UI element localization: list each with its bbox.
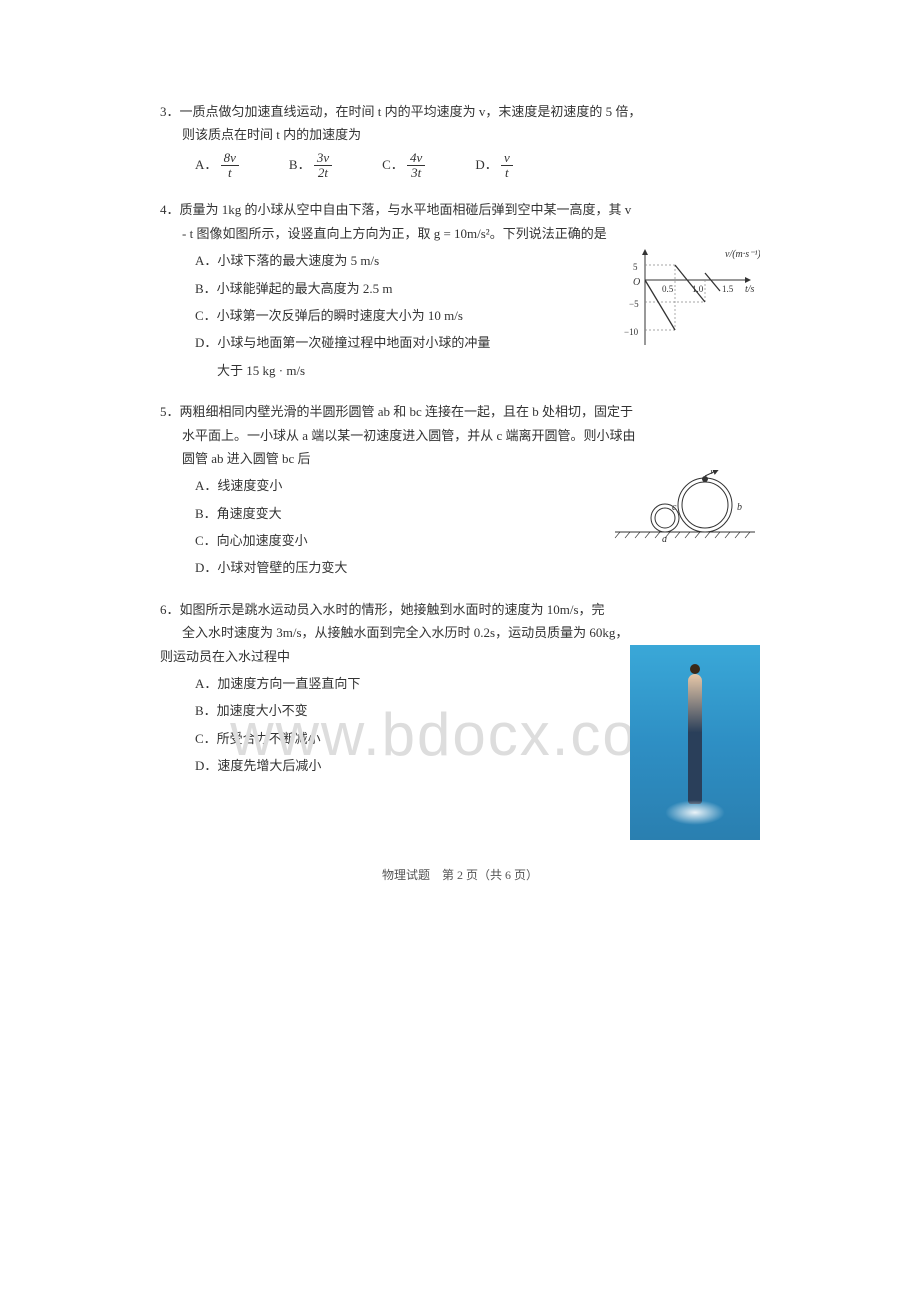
q4-vt-graph: v/(m·s⁻¹) t/s O 5 −5 −10 0.5 1.0 1.5 [620,245,760,355]
q6-line2: 全入水时速度为 3m/s，从接触水面到完全入水历时 0.2s，运动员质量为 60… [160,621,760,644]
svg-text:1.5: 1.5 [722,284,734,294]
q5-option-c: C．向心加速度变小 [195,529,595,552]
q5-line2: 水平面上。一小球从 a 端以某一初速度进入圆管，并从 c 端离开圆管。则小球由 [160,424,760,447]
q3-a-label: A． [195,157,217,172]
q4-origin: O [633,277,640,288]
svg-text:v: v [710,470,715,477]
q4-ylabel: v/(m·s⁻¹) [725,249,760,260]
q3-num: 3． [160,104,180,119]
q5-line1: 5．两粗细相同内壁光滑的半圆形圆管 ab 和 bc 连接在一起，且在 b 处相切… [160,400,760,423]
svg-text:−5: −5 [629,299,639,309]
q5-num: 5． [160,404,180,419]
watermark: www.bdocx.com [230,700,689,769]
question-5: 5．两粗细相同内壁光滑的半圆形圆管 ab 和 bc 连接在一起，且在 b 处相切… [160,400,760,580]
q4-ytick-5: 5 [633,262,638,272]
q3-b-num: 3v [314,151,332,166]
q6-text1: 如图所示是跳水运动员入水时的情形，她接触到水面时的速度为 10m/s，完 [180,602,605,617]
page-footer: 物理试题 第 2 页（共 6 页） [160,865,760,887]
q6-num: 6． [160,602,180,617]
q5-option-d: D．小球对管壁的压力变大 [195,556,595,579]
q4-options: A．小球下落的最大速度为 5 m/s B．小球能弹起的最大高度为 2.5 m C… [160,249,605,382]
q5-circles-figure: a b c v [610,470,760,550]
q4-line1: 4．质量为 1kg 的小球从空中自由下落，与水平地面相碰后弹到空中某一高度，其 … [160,198,760,221]
svg-text:b: b [737,502,742,513]
q4-option-a: A．小球下落的最大速度为 5 m/s [195,249,605,272]
q4-option-b: B．小球能弹起的最大高度为 2.5 m [195,277,605,300]
q4-num: 4． [160,202,180,217]
q3-a-num: 8v [221,151,239,166]
q5-option-a: A．线速度变小 [195,474,595,497]
q3-d-label: D． [475,157,497,172]
question-3: 3．一质点做匀加速直线运动，在时间 t 内的平均速度为 v，末速度是初速度的 5… [160,100,760,180]
q3-text1: 一质点做匀加速直线运动，在时间 t 内的平均速度为 v，末速度是初速度的 5 倍… [180,104,642,119]
q6-line3: 则运动员在入水过程中 [160,645,615,668]
q5-text1: 两粗细相同内壁光滑的半圆形圆管 ab 和 bc 连接在一起，且在 b 处相切，固… [180,404,634,419]
svg-text:0.5: 0.5 [662,284,674,294]
q3-c-num: 4v [407,151,425,166]
q3-c-den: 3t [407,166,425,180]
q3-d-num: v [501,151,513,166]
svg-text:−10: −10 [624,327,639,337]
q3-b-den: 2t [314,166,332,180]
q3-a-den: t [221,166,239,180]
q4-option-d2: 大于 15 kg · m/s [195,359,605,382]
q6-line1: 6．如图所示是跳水运动员入水时的情形，她接触到水面时的速度为 10m/s，完 [160,598,760,621]
svg-text:c: c [672,502,677,513]
q3-line1: 3．一质点做匀加速直线运动，在时间 t 内的平均速度为 v，末速度是初速度的 5… [160,100,760,123]
question-4: 4．质量为 1kg 的小球从空中自由下落，与水平地面相碰后弹到空中某一高度，其 … [160,198,760,382]
q3-line2: 则该质点在时间 t 内的加速度为 [160,123,760,146]
q6-diver-image [630,645,760,840]
q3-d-den: t [501,166,513,180]
q3-option-b: B． 3v2t [289,151,332,181]
q5-option-b: B．角速度变大 [195,502,595,525]
q4-text1: 质量为 1kg 的小球从空中自由下落，与水平地面相碰后弹到空中某一高度，其 v [180,202,632,217]
q3-option-a: A． 8vt [195,151,239,181]
q5-options: A．线速度变小 B．角速度变大 C．向心加速度变小 D．小球对管壁的压力变大 [160,474,595,580]
q6-option-a: A．加速度方向一直竖直向下 [195,672,615,695]
q4-xlabel: t/s [745,284,755,295]
q4-option-d: D．小球与地面第一次碰撞过程中地面对小球的冲量 [195,331,605,354]
q5-line3: 圆管 ab 进入圆管 bc 后 [160,447,760,470]
q3-option-c: C． 4v3t [382,151,425,181]
q3-c-label: C． [382,157,404,172]
q3-option-d: D． vt [475,151,512,181]
q3-options: A． 8vt B． 3v2t C． 4v3t D． vt [160,151,760,181]
q3-b-label: B． [289,157,311,172]
q4-line2: - t 图像如图所示，设竖直向上方向为正，取 g = 10m/s²。下列说法正确… [160,222,760,245]
svg-text:a: a [662,534,667,545]
q4-option-c: C．小球第一次反弹后的瞬时速度大小为 10 m/s [195,304,605,327]
